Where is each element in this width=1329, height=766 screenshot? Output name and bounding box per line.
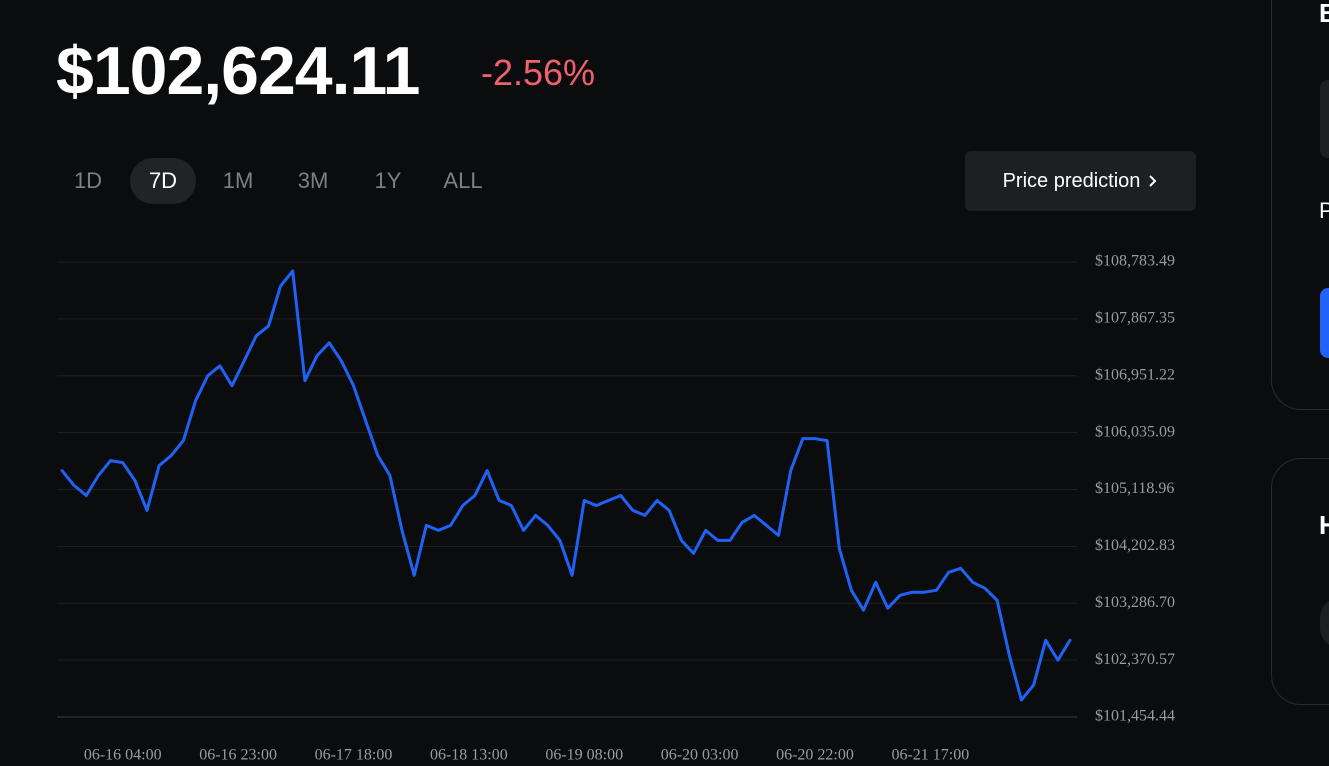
- range-button[interactable]: 7D: [130, 158, 196, 204]
- x-tick-label: 06-17 18:00: [315, 747, 393, 764]
- side-avatar: [1320, 598, 1329, 648]
- side-button[interactable]: [1320, 288, 1329, 358]
- y-tick-label: $106,035.09: [1095, 423, 1175, 440]
- side-heading: B: [1319, 0, 1329, 28]
- side-heading: H: [1319, 510, 1329, 540]
- range-button[interactable]: ALL: [443, 168, 483, 193]
- side-card: [1271, 0, 1329, 410]
- y-tick-label: $104,202.83: [1095, 537, 1175, 554]
- price-change: -2.56%: [481, 52, 596, 93]
- y-tick-label: $108,783.49: [1095, 253, 1175, 270]
- y-tick-label: $103,286.70: [1095, 594, 1175, 611]
- range-button[interactable]: 3M: [297, 168, 329, 193]
- x-tick-label: 06-20 03:00: [661, 747, 739, 764]
- range-button[interactable]: 1Y: [374, 168, 402, 193]
- price-chart: $108,783.49 $107,867.35 $106,951.22 $106,03…: [57, 253, 1175, 764]
- price-line: [60, 269, 1072, 702]
- side-label: P: [1319, 198, 1329, 223]
- y-tick-label: $101,454.44: [1095, 708, 1175, 725]
- y-tick-label: $102,370.57: [1095, 651, 1175, 668]
- price-prediction-button[interactable]: Price prediction: [965, 151, 1196, 211]
- range-button[interactable]: 1D: [73, 168, 103, 193]
- button-label: Price prediction: [1002, 169, 1141, 192]
- x-tick-label: 06-16 23:00: [199, 747, 277, 764]
- range-button[interactable]: 1M: [222, 168, 254, 193]
- x-tick-label: 06-21 17:00: [891, 747, 969, 764]
- y-tick-label: $107,867.35: [1095, 310, 1175, 327]
- side-box: [1320, 80, 1329, 158]
- side-card: [1271, 458, 1329, 705]
- x-tick-label: 06-18 13:00: [430, 747, 508, 764]
- x-tick-label: 06-20 22:00: [776, 747, 854, 764]
- y-tick-label: $106,951.22: [1095, 366, 1175, 383]
- price: $102,624.11: [56, 33, 420, 109]
- y-tick-label: $105,118.96: [1095, 480, 1174, 497]
- range-selector: 1D 7D 1M 3M 1Y ALL: [55, 158, 496, 204]
- x-tick-label: 06-19 08:00: [545, 747, 623, 764]
- x-tick-label: 06-16 04:00: [84, 747, 162, 764]
- chevron-icon: [1149, 175, 1157, 187]
